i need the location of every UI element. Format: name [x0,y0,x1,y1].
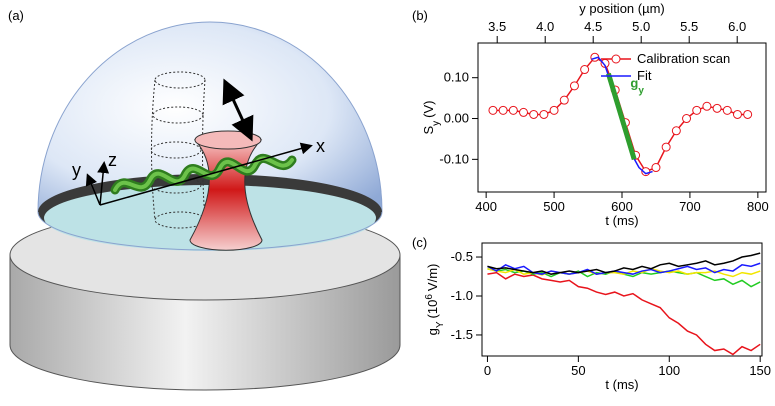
data-point [580,65,590,75]
data-point [539,109,549,119]
axis-title-part: (V) [421,100,436,117]
series-line [487,271,761,356]
y-tick-label: -0.5 [451,249,473,264]
x-axis-title: t (ms) [605,377,638,392]
axis-label: z [108,150,117,170]
x2-tick-label: 6.0 [728,19,746,34]
data-point [488,105,498,115]
data-point [722,105,732,115]
axis-title-part: V/m) [425,264,440,291]
x-tick-label: 100 [658,363,680,378]
axis-title: gY (106 V/m) [424,264,446,336]
trap-diagram [9,21,401,391]
y-tick-label: -1.0 [451,288,473,303]
x2-axis-title: y position (µm) [579,1,665,16]
axis-title-part: (10 [425,300,440,319]
data-point [519,107,529,117]
axis-title: Sy (V) [421,100,442,134]
y-tick-label: 0.10 [444,70,469,85]
panel-label: (a) [8,8,24,23]
x2-tick-label: 4.5 [584,19,602,34]
axis-label: x [316,136,325,156]
data-point [682,114,692,124]
axis-title-part: S [421,126,436,135]
data-point [743,109,753,119]
x-axis-title: t (ms) [605,213,638,228]
data-point [661,142,671,152]
x-tick-label: 500 [543,199,565,214]
x-tick-label: 600 [611,199,633,214]
y-tick-label: -0.10 [439,151,469,166]
x2-tick-label: 5.0 [632,19,650,34]
legend-label: Calibration scan [637,51,730,66]
annotation-sub: y [638,85,644,96]
panel-label: (c) [412,235,427,250]
data-point [671,126,681,136]
x-tick-label: 400 [475,199,497,214]
data-point [712,103,722,113]
data-point [651,163,661,173]
axis-title-part: 6 [424,294,435,300]
x-tick-label: 800 [747,199,769,214]
annotation: gy [630,76,644,97]
axis-title-part: g [425,328,440,335]
y-tick-label: -1.5 [451,327,473,342]
plot-frame [481,242,763,357]
data-point [692,105,702,115]
x2-tick-label: 3.5 [488,19,506,34]
axis-title-part: y [431,121,442,126]
data-point [529,109,539,119]
data-point [702,101,712,111]
panel-label: (b) [412,8,428,23]
y-tick-label: 0.00 [444,111,469,126]
x-tick-label: 700 [679,199,701,214]
x-tick-label: 0 [484,363,491,378]
axis-label: y [72,160,81,180]
gradient-line [606,72,637,161]
series-line [487,252,761,275]
legend-marker [611,54,621,64]
x-tick-label: 150 [749,363,771,378]
x-tick-label: 50 [571,363,585,378]
axis-title-part: Y [435,321,446,328]
annotation-text: g [630,76,638,91]
data-point [508,105,518,115]
x2-tick-label: 4.0 [536,19,554,34]
x2-tick-label: 5.5 [680,19,698,34]
data-point [498,105,508,115]
data-point [732,109,742,119]
data-point [549,105,559,115]
legend-label: Fit [637,68,652,83]
data-point [559,95,569,105]
data-point [569,81,579,91]
